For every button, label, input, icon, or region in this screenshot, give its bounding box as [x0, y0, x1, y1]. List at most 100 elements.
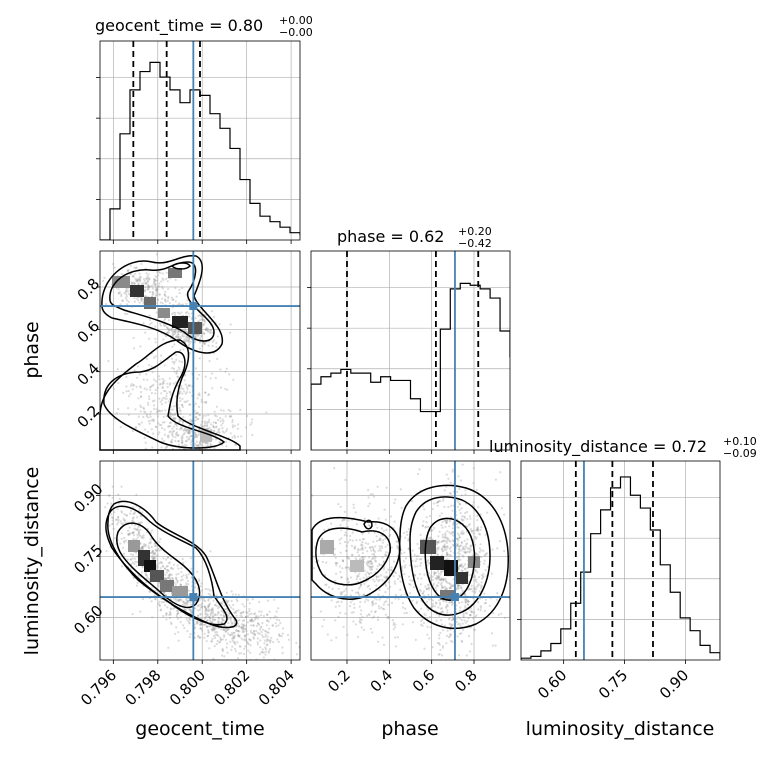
pair-geocent-phase-point — [208, 418, 211, 421]
pair-geocent-distance-point — [227, 628, 230, 631]
pair-phase-distance-point — [438, 614, 441, 618]
pair-phase-distance-point — [378, 563, 381, 567]
pair-geocent-distance-point — [258, 610, 261, 613]
pair-geocent-distance-point — [258, 600, 261, 604]
pair-geocent-distance-point — [138, 533, 141, 537]
pair-geocent-phase-point — [131, 388, 134, 391]
pair-phase-distance-point — [377, 640, 380, 643]
pair-phase-distance-point — [363, 600, 366, 604]
pair-geocent-phase-point — [148, 314, 151, 317]
pair-geocent-distance-point — [265, 644, 268, 647]
pair-geocent-phase-point — [125, 390, 128, 393]
pair-geocent-distance-point — [237, 630, 240, 633]
pair-geocent-phase-point — [161, 437, 164, 440]
pair-geocent-distance-point — [277, 624, 280, 627]
pair-geocent-phase-density-cell-0 — [112, 276, 130, 288]
pair-geocent-phase-point — [127, 413, 130, 416]
pair-phase-distance-point — [446, 629, 449, 632]
pair-phase-distance-point — [472, 501, 475, 504]
pair-geocent-distance-point — [185, 575, 188, 578]
pair-phase-distance-point — [444, 540, 447, 543]
pair-phase-distance-point — [421, 624, 424, 627]
pair-phase-distance-point — [438, 642, 441, 645]
pair-phase-distance-point — [374, 556, 377, 559]
pair-geocent-distance-point — [158, 561, 161, 564]
pair-phase-distance-point — [479, 606, 482, 609]
pair-geocent-distance-point — [232, 631, 235, 634]
pair-geocent-distance-point — [248, 607, 251, 611]
pair-phase-distance-point — [456, 542, 459, 545]
pair-phase-distance-point — [388, 535, 391, 538]
pair-geocent-distance-point — [237, 622, 240, 625]
pair-geocent-phase-point — [162, 338, 165, 341]
pair-phase-distance-contour-3 — [424, 517, 476, 601]
pair-geocent-phase-point — [179, 348, 182, 352]
pair-geocent-phase-point — [159, 301, 162, 304]
pair-geocent-phase-point — [145, 281, 148, 284]
pair-geocent-distance-point — [184, 609, 188, 612]
pair-phase-distance-point — [367, 613, 370, 616]
pair-phase-distance-point — [441, 578, 445, 581]
pair-phase-distance-point — [474, 569, 477, 572]
pair-phase-distance-point — [351, 531, 354, 534]
pair-geocent-distance-point — [212, 615, 215, 618]
pair-geocent-phase-point — [194, 334, 197, 337]
pair-phase-distance-point — [449, 586, 452, 590]
pair-geocent-distance-point — [176, 564, 179, 567]
pair-geocent-distance-point — [122, 552, 126, 555]
pair-geocent-distance-point — [195, 620, 198, 623]
pair-phase-distance-point — [450, 623, 453, 626]
pair-phase-distance-point — [464, 567, 467, 570]
pair-phase-distance-point — [395, 540, 398, 543]
pair-phase-distance-point — [434, 605, 437, 608]
pair-geocent-distance-point — [264, 646, 267, 649]
pair-geocent-distance-point — [136, 528, 139, 531]
pair-geocent-phase-point — [165, 335, 168, 338]
pair-phase-distance-point — [468, 635, 471, 638]
pair-geocent-phase-point — [152, 418, 155, 421]
pair-geocent-distance-point — [159, 537, 162, 541]
pair-phase-distance-point — [463, 515, 466, 518]
pair-geocent-distance-point — [135, 528, 138, 532]
pair-geocent-distance-point — [157, 585, 160, 588]
pair-geocent-phase-point — [204, 328, 207, 331]
pair-geocent-phase-point — [228, 415, 231, 418]
pair-phase-distance-point — [369, 493, 372, 496]
pair-phase-distance-point — [446, 604, 449, 608]
pair-geocent-phase-point — [146, 378, 149, 381]
pair-geocent-distance-point — [175, 626, 178, 629]
pair-phase-distance-point — [449, 516, 452, 519]
pair-geocent-phase-point — [133, 297, 136, 300]
pair-phase-distance-point — [460, 565, 463, 568]
pair-geocent-distance-point — [230, 624, 233, 627]
pair-geocent-distance-point — [199, 623, 202, 626]
pair-phase-distance-point — [437, 569, 440, 573]
pair-phase-distance-point — [399, 588, 402, 591]
pair-phase-distance-point — [321, 538, 324, 541]
pair-phase-distance-point — [340, 576, 343, 579]
pair-geocent-phase-point — [159, 271, 162, 274]
pair-geocent-phase-point — [218, 441, 221, 444]
pair-phase-distance-point — [393, 520, 396, 523]
pair-phase-distance-point — [439, 499, 442, 503]
pair-geocent-distance-point — [185, 603, 188, 606]
pair-geocent-distance-point — [225, 591, 228, 595]
pair-phase-distance-point — [340, 529, 343, 532]
pair-geocent-phase-point — [148, 323, 151, 326]
pair-phase-distance-point — [396, 636, 399, 639]
pair-phase-distance-point — [414, 565, 417, 568]
pair-phase-distance-point — [473, 535, 476, 539]
pair-phase-distance-point — [452, 524, 455, 527]
pair-geocent-distance-point — [274, 622, 277, 625]
pair-phase-distance-point — [385, 600, 388, 603]
pair-geocent-distance-point — [201, 602, 204, 605]
pair-phase-distance-point — [407, 539, 410, 542]
pair-geocent-distance-point — [266, 613, 269, 616]
pair-geocent-distance-point — [286, 633, 290, 637]
pair-geocent-distance-point — [221, 617, 224, 620]
pair-geocent-distance-point — [234, 650, 237, 653]
pair-geocent-distance-point — [147, 545, 150, 548]
pair-phase-distance-point — [480, 555, 483, 559]
pair-geocent-distance-point — [213, 618, 216, 622]
pair-geocent-distance-point — [215, 664, 217, 666]
